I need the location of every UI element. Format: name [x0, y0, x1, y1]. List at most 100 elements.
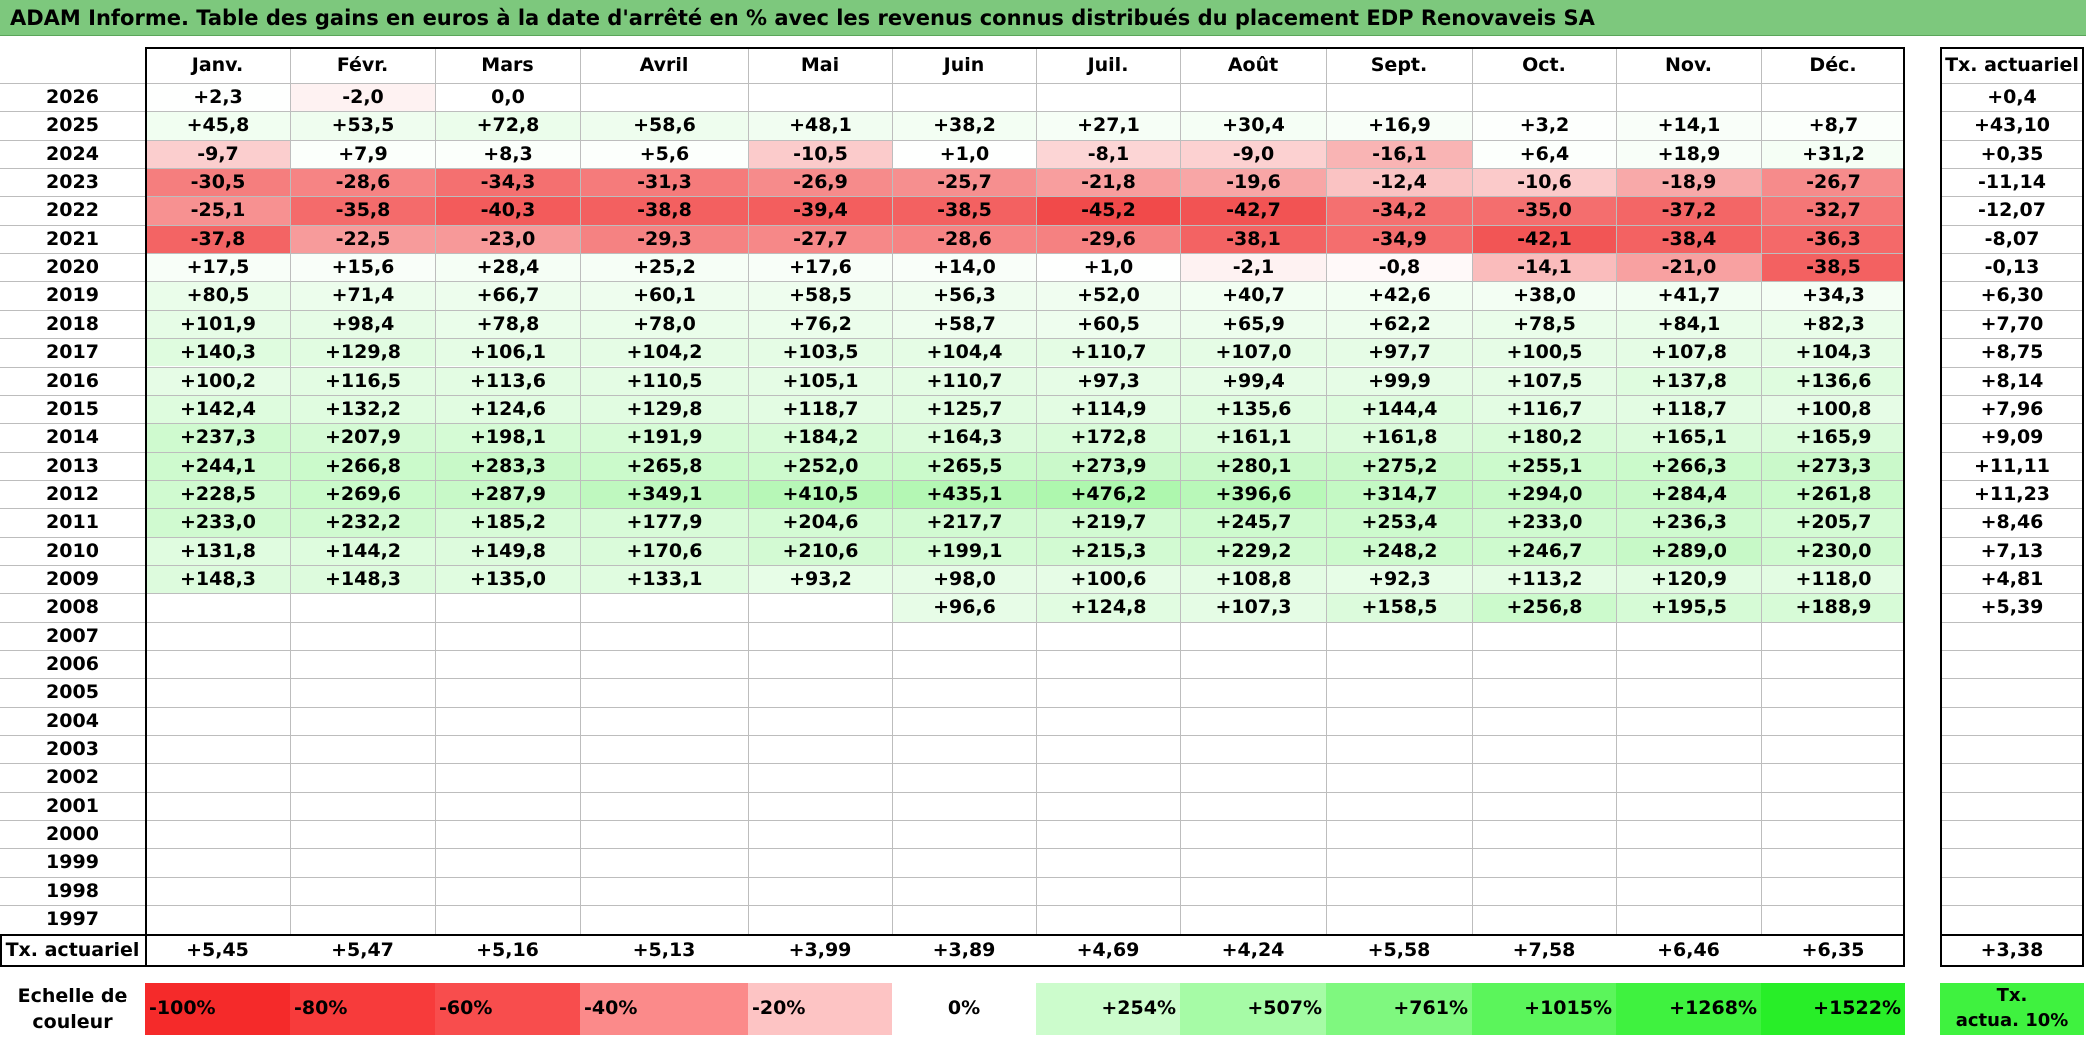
footer-cell: +3,99	[788, 938, 852, 961]
table-cell: +246,7	[1473, 537, 1616, 565]
row-divider	[145, 905, 1905, 907]
table-cell: +283,3	[436, 452, 580, 480]
footer-cell: +5,13	[632, 938, 696, 961]
table-cell: +180,2	[1473, 424, 1616, 452]
table-cell	[146, 707, 290, 736]
table-cell: +96,6	[893, 594, 1036, 622]
table-cell: +244,1	[146, 452, 290, 480]
table-cell: +265,8	[581, 452, 748, 480]
table-cell: +82,3	[1762, 310, 1905, 339]
row-divider	[1940, 820, 2084, 822]
month-header-12: Déc.	[1809, 54, 1857, 76]
table-cell	[1617, 821, 1761, 849]
month-header-11: Nov.	[1664, 54, 1712, 76]
table-cell	[1327, 736, 1472, 764]
table-cell: -12,4	[1327, 169, 1472, 197]
table-cell: +236,3	[1617, 509, 1761, 537]
table-cell: +289,0	[1617, 537, 1761, 565]
legend-swatch: -20%	[748, 983, 892, 1035]
rate-cell: +8,14	[1980, 369, 2044, 392]
row-divider	[145, 423, 1905, 425]
rate-cell: +5,39	[1980, 596, 2044, 619]
table-cell	[581, 622, 748, 650]
table-cell: +170,6	[581, 537, 748, 565]
table-cell: -32,7	[1762, 197, 1905, 225]
table-cell: +110,7	[893, 367, 1036, 395]
rate-cell: +11,11	[1973, 454, 2051, 477]
table-cell	[146, 906, 290, 934]
table-cell: +435,1	[893, 480, 1036, 509]
table-cell: -29,6	[1037, 225, 1180, 254]
table-cell: +148,3	[146, 565, 290, 594]
table-cell	[1762, 792, 1905, 821]
table-cell: +207,9	[291, 424, 435, 452]
year-label: 2008	[46, 596, 99, 619]
table-cell	[436, 877, 580, 906]
table-cell: +40,7	[1181, 282, 1326, 310]
year-label: 2016	[46, 369, 99, 392]
column-divider	[580, 47, 581, 934]
row-divider	[145, 763, 1905, 765]
table-cell: -26,7	[1762, 169, 1905, 197]
table-cell: +78,5	[1473, 310, 1616, 339]
table-cell	[1037, 877, 1180, 906]
table-cell	[436, 651, 580, 679]
table-cell: +198,1	[436, 424, 580, 452]
row-divider	[0, 905, 145, 907]
row-divider	[1940, 338, 2084, 340]
row-divider	[0, 423, 145, 425]
table-cell	[1617, 736, 1761, 764]
table-cell	[581, 736, 748, 764]
table-cell: +161,8	[1327, 424, 1472, 452]
table-cell: +58,6	[581, 112, 748, 140]
rate-cell: -8,07	[1984, 227, 2040, 250]
table-cell	[1327, 849, 1472, 877]
table-cell	[1037, 679, 1180, 707]
column-divider	[1616, 47, 1617, 934]
table-cell: +93,2	[749, 565, 892, 594]
table-cell: +42,6	[1327, 282, 1472, 310]
table-cell: +248,2	[1327, 537, 1472, 565]
table-cell	[1037, 792, 1180, 821]
table-cell: -14,1	[1473, 254, 1616, 282]
table-cell: +266,8	[291, 452, 435, 480]
footer-rate-cell: +3,38	[1980, 938, 2044, 961]
row-divider	[1940, 508, 2084, 510]
table-cell	[1327, 679, 1472, 707]
row-divider	[1940, 536, 2084, 538]
table-cell: +100,2	[146, 367, 290, 395]
table-cell: +131,8	[146, 537, 290, 565]
row-divider	[0, 820, 145, 822]
footer-cell: +6,46	[1657, 938, 1720, 961]
table-cell: +30,4	[1181, 112, 1326, 140]
table-cell	[1762, 736, 1905, 764]
table-cell	[146, 622, 290, 650]
row-divider	[0, 83, 145, 84]
table-cell	[581, 821, 748, 849]
rate-cell: +9,09	[1980, 426, 2044, 449]
table-cell	[893, 651, 1036, 679]
row-divider	[1940, 905, 2084, 907]
table-cell: +103,5	[749, 339, 892, 367]
row-divider	[1940, 564, 2084, 566]
page-title: ADAM Informe. Table des gains en euros à…	[0, 0, 2086, 36]
table-cell: +314,7	[1327, 480, 1472, 509]
row-divider	[1940, 678, 2084, 680]
table-cell	[1617, 764, 1761, 792]
table-cell: +8,7	[1762, 112, 1905, 140]
legend-swatch: +1522%	[1761, 983, 1905, 1035]
table-cell	[1037, 622, 1180, 650]
table-cell	[1181, 792, 1326, 821]
table-cell: -8,1	[1037, 140, 1180, 169]
table-cell	[749, 849, 892, 877]
table-cell: +3,2	[1473, 112, 1616, 140]
legend-swatch: 0%	[892, 983, 1036, 1035]
table-cell: -18,9	[1617, 169, 1761, 197]
table-cell	[749, 906, 892, 934]
table-cell: -42,1	[1473, 225, 1616, 254]
legend-swatch: +507%	[1180, 983, 1326, 1035]
table-cell	[1473, 821, 1616, 849]
month-header-7: Juil.	[1087, 54, 1129, 76]
table-cell: +108,8	[1181, 565, 1326, 594]
